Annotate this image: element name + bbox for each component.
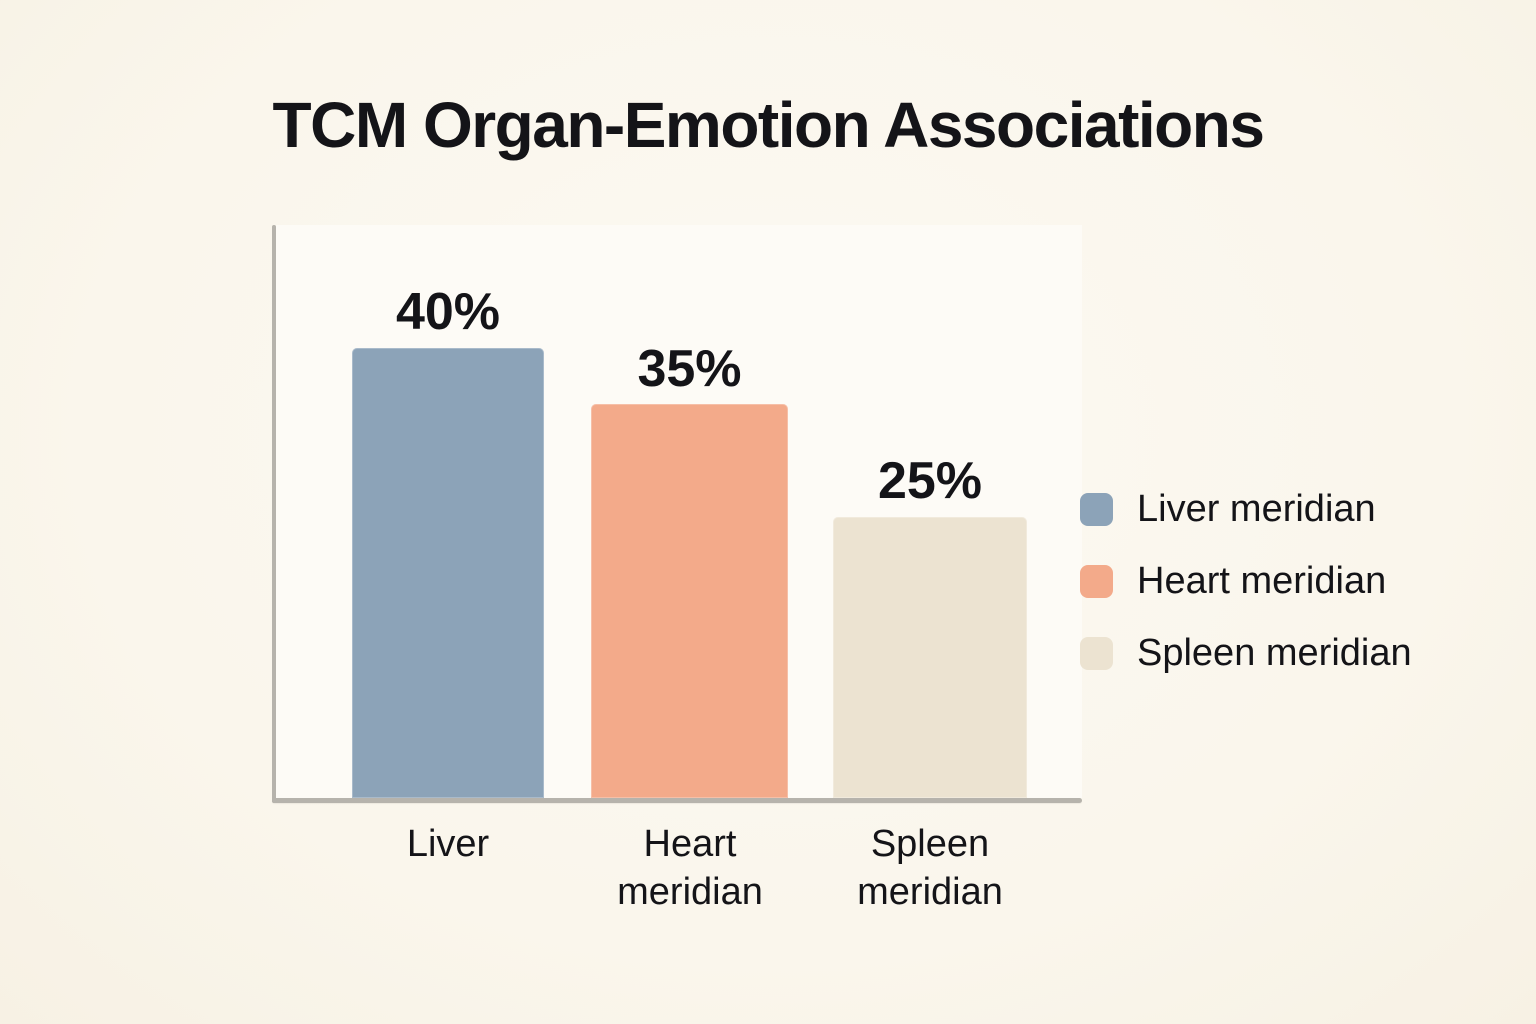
bar-group-spleen-meridian: 25% — [833, 454, 1027, 798]
bar-group-liver: 40% — [352, 285, 544, 798]
bar-spleen-meridian — [833, 516, 1027, 798]
y-axis-line — [272, 225, 276, 803]
legend-label-heart-meridian: Heart meridian — [1137, 560, 1387, 602]
legend-label-spleen-meridian: Spleen meridian — [1137, 632, 1412, 674]
chart-title: TCM Organ-Emotion Associations — [272, 89, 1265, 161]
bar-value-label-spleen-meridian: 25% — [877, 452, 983, 511]
x-tick-label-heart-meridian: Heart meridian — [617, 823, 763, 913]
x-tick-label-spleen-meridian: Spleen meridian — [857, 823, 1003, 913]
legend-swatch-liver-meridian — [1080, 492, 1113, 526]
legend: Liver meridian Heart meridian Spleen mer… — [1080, 489, 1412, 673]
legend-swatch-spleen-meridian — [1080, 636, 1113, 670]
bar-value-label-heart-meridian: 35% — [637, 339, 742, 398]
bar-group-heart-meridian: 35% — [591, 342, 788, 798]
x-tick-label-liver: Liver — [406, 823, 490, 865]
legend-item-spleen-meridian: Spleen meridian — [1080, 633, 1412, 673]
legend-item-heart-meridian: Heart meridian — [1080, 561, 1412, 601]
bar-liver — [352, 348, 544, 798]
bar-value-label-liver: 40% — [395, 283, 501, 342]
legend-label-liver-meridian: Liver meridian — [1137, 488, 1376, 530]
legend-swatch-heart-meridian — [1080, 564, 1113, 598]
bar-heart-meridian — [591, 404, 788, 798]
x-axis-line — [272, 798, 1082, 803]
legend-item-liver-meridian: Liver meridian — [1080, 489, 1412, 529]
